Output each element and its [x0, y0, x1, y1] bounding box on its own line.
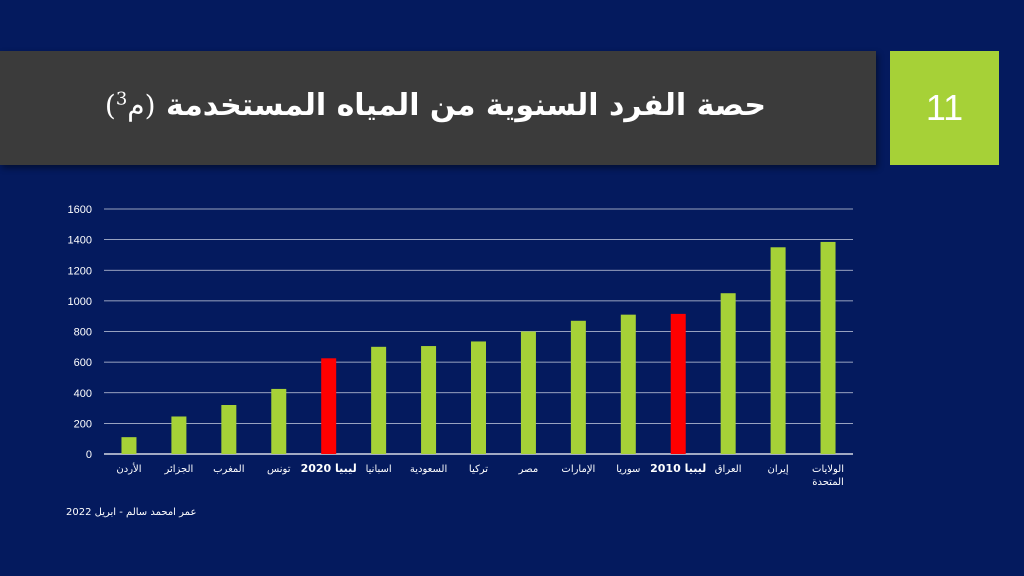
x-tick-label: المغرب — [213, 464, 244, 475]
x-tick-label-line: ليبيا 2020 — [301, 462, 357, 475]
y-tick-label: 0 — [86, 449, 92, 461]
x-tick-label-line: إيران — [767, 464, 788, 475]
y-tick-label: 600 — [74, 357, 92, 369]
unit-close: ) — [104, 89, 116, 122]
x-tick-label: مصر — [518, 464, 539, 475]
bar — [620, 314, 636, 454]
bar — [171, 416, 187, 454]
title-bar — [0, 51, 876, 165]
y-tick-label: 400 — [74, 388, 92, 400]
x-tick-label: العراق — [715, 464, 742, 475]
bar — [520, 331, 536, 454]
x-tick-label-line: العراق — [715, 464, 742, 475]
bar — [471, 341, 486, 454]
x-tick-label-line: الجزائر — [163, 464, 193, 475]
slide-number: 11 — [925, 87, 964, 128]
x-tick-label: الجزائر — [163, 464, 193, 475]
x-tick-label-line: المتحدة — [812, 477, 844, 488]
title-label: حصة الفرد السنوية من المياه المستخدمة — [166, 88, 766, 123]
bar — [820, 241, 836, 454]
x-tick-label-line: الإمارات — [561, 464, 595, 475]
x-tick-label: السعودية — [410, 464, 447, 475]
bar — [720, 293, 736, 454]
x-tick-label-line: اسبانيا — [366, 464, 392, 475]
x-tick-label-line: السعودية — [410, 464, 447, 475]
x-tick-label: تركيا — [469, 464, 488, 475]
y-tick-label: 1400 — [68, 235, 92, 247]
bar — [221, 405, 237, 454]
slide-number-box: 11 — [890, 51, 999, 165]
x-tick-label-line: المغرب — [213, 464, 244, 475]
bar — [271, 388, 287, 454]
bar — [770, 247, 786, 454]
x-tick-label: إيران — [767, 464, 788, 475]
x-tick-label: ليبيا 2010 — [650, 462, 706, 475]
x-tick-label: الأردن — [116, 462, 141, 475]
x-tick-label-line: تركيا — [469, 464, 488, 475]
bar — [421, 346, 437, 454]
title-unit: (م3) — [105, 89, 156, 122]
x-tick-label-line: الولايات — [812, 464, 844, 475]
y-tick-label: 800 — [74, 327, 92, 339]
unit-open: (م — [127, 89, 156, 122]
x-tick-label: اسبانيا — [366, 464, 392, 475]
bar — [570, 320, 586, 454]
y-tick-label: 1000 — [68, 296, 92, 308]
x-tick-label: تونس — [267, 464, 291, 475]
x-tick-label: الإمارات — [561, 464, 595, 475]
x-tick-label: سوريا — [616, 464, 640, 475]
bar — [371, 346, 387, 454]
x-tick-label-line: ليبيا 2010 — [650, 462, 706, 475]
slide-title: حصة الفرد السنوية من المياه المستخدمة (م… — [105, 88, 766, 123]
footer-credit: عمر امحمد سالم - ابريل 2022 — [66, 507, 197, 518]
y-tick-label: 1200 — [68, 265, 92, 277]
x-tick-label-line: مصر — [518, 464, 539, 475]
x-tick-label: ليبيا 2020 — [301, 462, 357, 475]
x-tick-label-line: تونس — [267, 464, 291, 475]
bar — [321, 358, 337, 454]
x-tick-label-line: سوريا — [616, 464, 640, 475]
y-tick-label: 200 — [74, 418, 92, 430]
y-tick-label: 1600 — [68, 204, 92, 216]
x-tick-label: الولايات المتحدة — [812, 464, 844, 488]
unit-exponent: 3 — [115, 88, 128, 110]
bar — [670, 313, 686, 454]
x-tick-label-line: الأردن — [116, 462, 141, 475]
bar — [121, 437, 137, 454]
